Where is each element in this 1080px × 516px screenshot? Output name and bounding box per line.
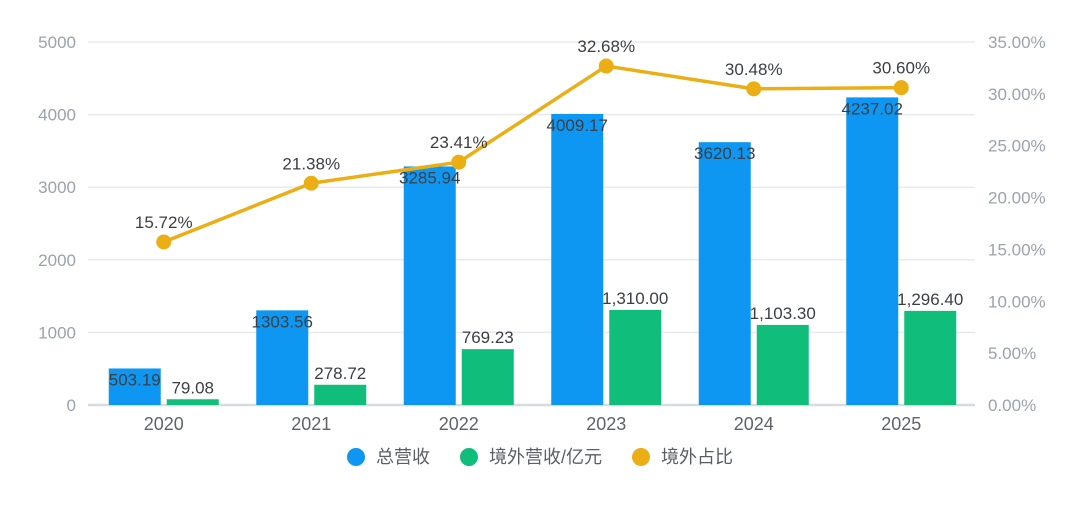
value-label-total-revenue: 4009.17 [547,116,608,135]
value-label-overseas-ratio: 32.68% [577,37,635,56]
left-axis-tick-label: 0 [67,396,76,415]
legend-item-label: 总营收 [375,447,430,467]
bar-total-revenue[interactable] [846,97,899,406]
legend-item-overseas-revenue[interactable]: 境外营收/亿元 [459,447,602,467]
bar-overseas-revenue[interactable] [314,384,367,405]
right-axis-tick-label: 15.00% [988,240,1046,259]
value-label-total-revenue: 3285.94 [399,168,460,187]
right-axis-tick-label: 25.00% [988,137,1046,156]
value-label-overseas-revenue: 1,310.00 [602,289,668,308]
right-axis-tick-label: 30.00% [988,85,1046,104]
left-axis-tick-label: 5000 [38,33,76,52]
bar-overseas-revenue[interactable] [166,399,219,405]
left-axis-tick-label: 4000 [38,106,76,125]
right-axis-tick-label: 0.00% [988,396,1036,415]
value-label-overseas-ratio: 15.72% [135,213,193,232]
right-axis-tick-label: 5.00% [988,344,1036,363]
legend-item-label: 境外占比 [661,447,733,467]
bar-overseas-revenue[interactable] [609,309,662,405]
combo-chart-canvas: 503.19 79.08 1303.56 278.72 3285.94 769.23 400… [38,33,1046,434]
left-axis-tick-label: 1000 [38,323,76,342]
line-point[interactable] [746,81,762,97]
value-label-overseas-ratio: 23.41% [430,133,488,152]
value-label-overseas-ratio: 21.38% [282,154,340,173]
right-axis-tick-label: 20.00% [988,189,1046,208]
right-axis-tick-label: 35.00% [988,33,1046,52]
value-label-overseas-revenue: 1,103.30 [750,304,816,323]
line-point[interactable] [451,154,467,170]
bar-overseas-revenue[interactable] [904,310,957,405]
bar-overseas-revenue[interactable] [461,349,514,405]
category-label: 2024 [734,414,774,434]
legend: 总营收 境外营收/亿元 境外占比 [0,448,1080,466]
legend-dot-icon [459,448,478,466]
bar-total-revenue[interactable] [108,368,161,405]
left-axis-tick-label: 2000 [38,251,76,270]
overseas-ratio-line [162,64,903,244]
bar-total-revenue[interactable] [403,166,456,405]
line-point[interactable] [893,80,909,96]
value-label-total-revenue: 1303.56 [252,312,313,331]
value-label-overseas-revenue: 1,296.40 [897,290,963,309]
category-label: 2020 [144,414,184,434]
category-label: 2025 [881,414,921,434]
value-label-total-revenue: 4237.02 [842,99,903,118]
line-point[interactable] [156,234,172,250]
value-label-total-revenue: 503.19 [109,370,161,389]
legend-dot-icon [632,448,650,466]
legend-item-total-revenue[interactable]: 总营收 [346,447,430,467]
legend-item-label: 境外营收/亿元 [488,447,602,467]
value-label-overseas-revenue: 769.23 [462,328,514,347]
value-label-overseas-revenue: 79.08 [171,378,214,397]
line-point[interactable] [303,175,319,191]
category-label: 2022 [439,414,479,434]
bar-overseas-revenue[interactable] [756,324,809,405]
value-label-overseas-ratio: 30.60% [872,59,930,78]
value-label-total-revenue: 3620.13 [694,144,755,163]
bar-total-revenue[interactable] [551,113,604,405]
legend-item-overseas-ratio[interactable]: 境外占比 [632,448,733,466]
bar-total-revenue[interactable] [698,142,751,405]
category-label: 2021 [291,414,331,434]
legend-dot-icon [346,448,365,466]
bar-total-revenue[interactable] [256,310,309,405]
category-label: 2023 [586,414,626,434]
value-label-overseas-revenue: 278.72 [314,364,366,383]
left-axis-tick-label: 3000 [38,178,76,197]
right-axis-tick-label: 10.00% [988,292,1046,311]
line-point[interactable] [598,58,614,74]
value-label-overseas-ratio: 30.48% [725,60,783,79]
